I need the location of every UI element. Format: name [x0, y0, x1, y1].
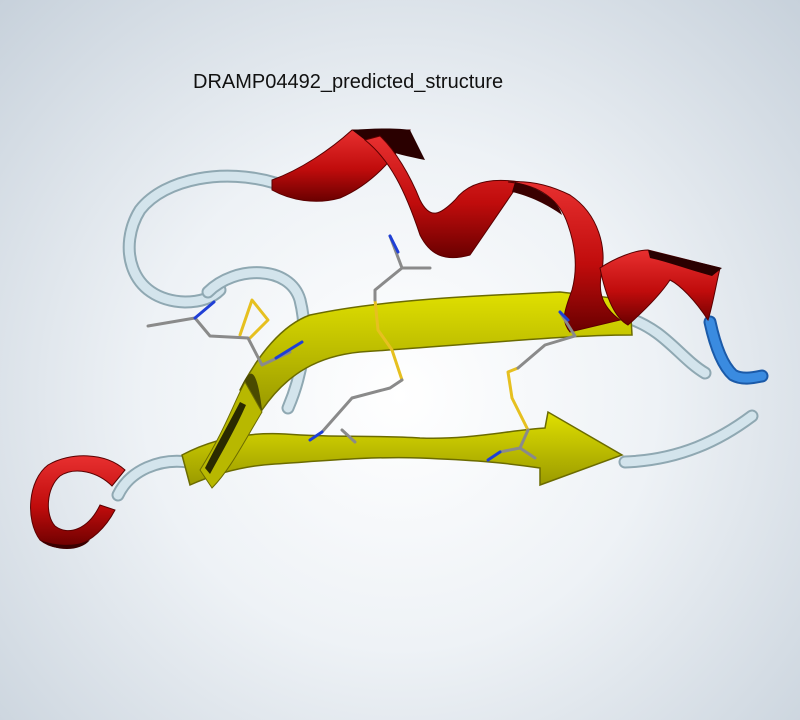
sidechain-right [498, 310, 577, 460]
beta-strand-upper [239, 291, 633, 412]
helix-left-turn [30, 455, 126, 549]
disulfide-bond-left [238, 298, 270, 340]
beta-sheet [181, 291, 633, 489]
disulfide-bond-right [506, 366, 530, 432]
coil-segments [111, 169, 769, 502]
helix-main-band-3 [507, 181, 622, 333]
sidechain-left [146, 316, 292, 367]
side-chains [146, 234, 577, 462]
structure-title: DRAMP04492_predicted_structure [193, 71, 504, 93]
alpha-helices [30, 128, 722, 549]
helix-main-band-2 [363, 135, 521, 259]
helix-main-band-4 [599, 249, 721, 326]
coil-right-tail [618, 409, 759, 469]
beta-strand-lower [181, 410, 624, 487]
disulfide-bond-center [373, 298, 404, 382]
